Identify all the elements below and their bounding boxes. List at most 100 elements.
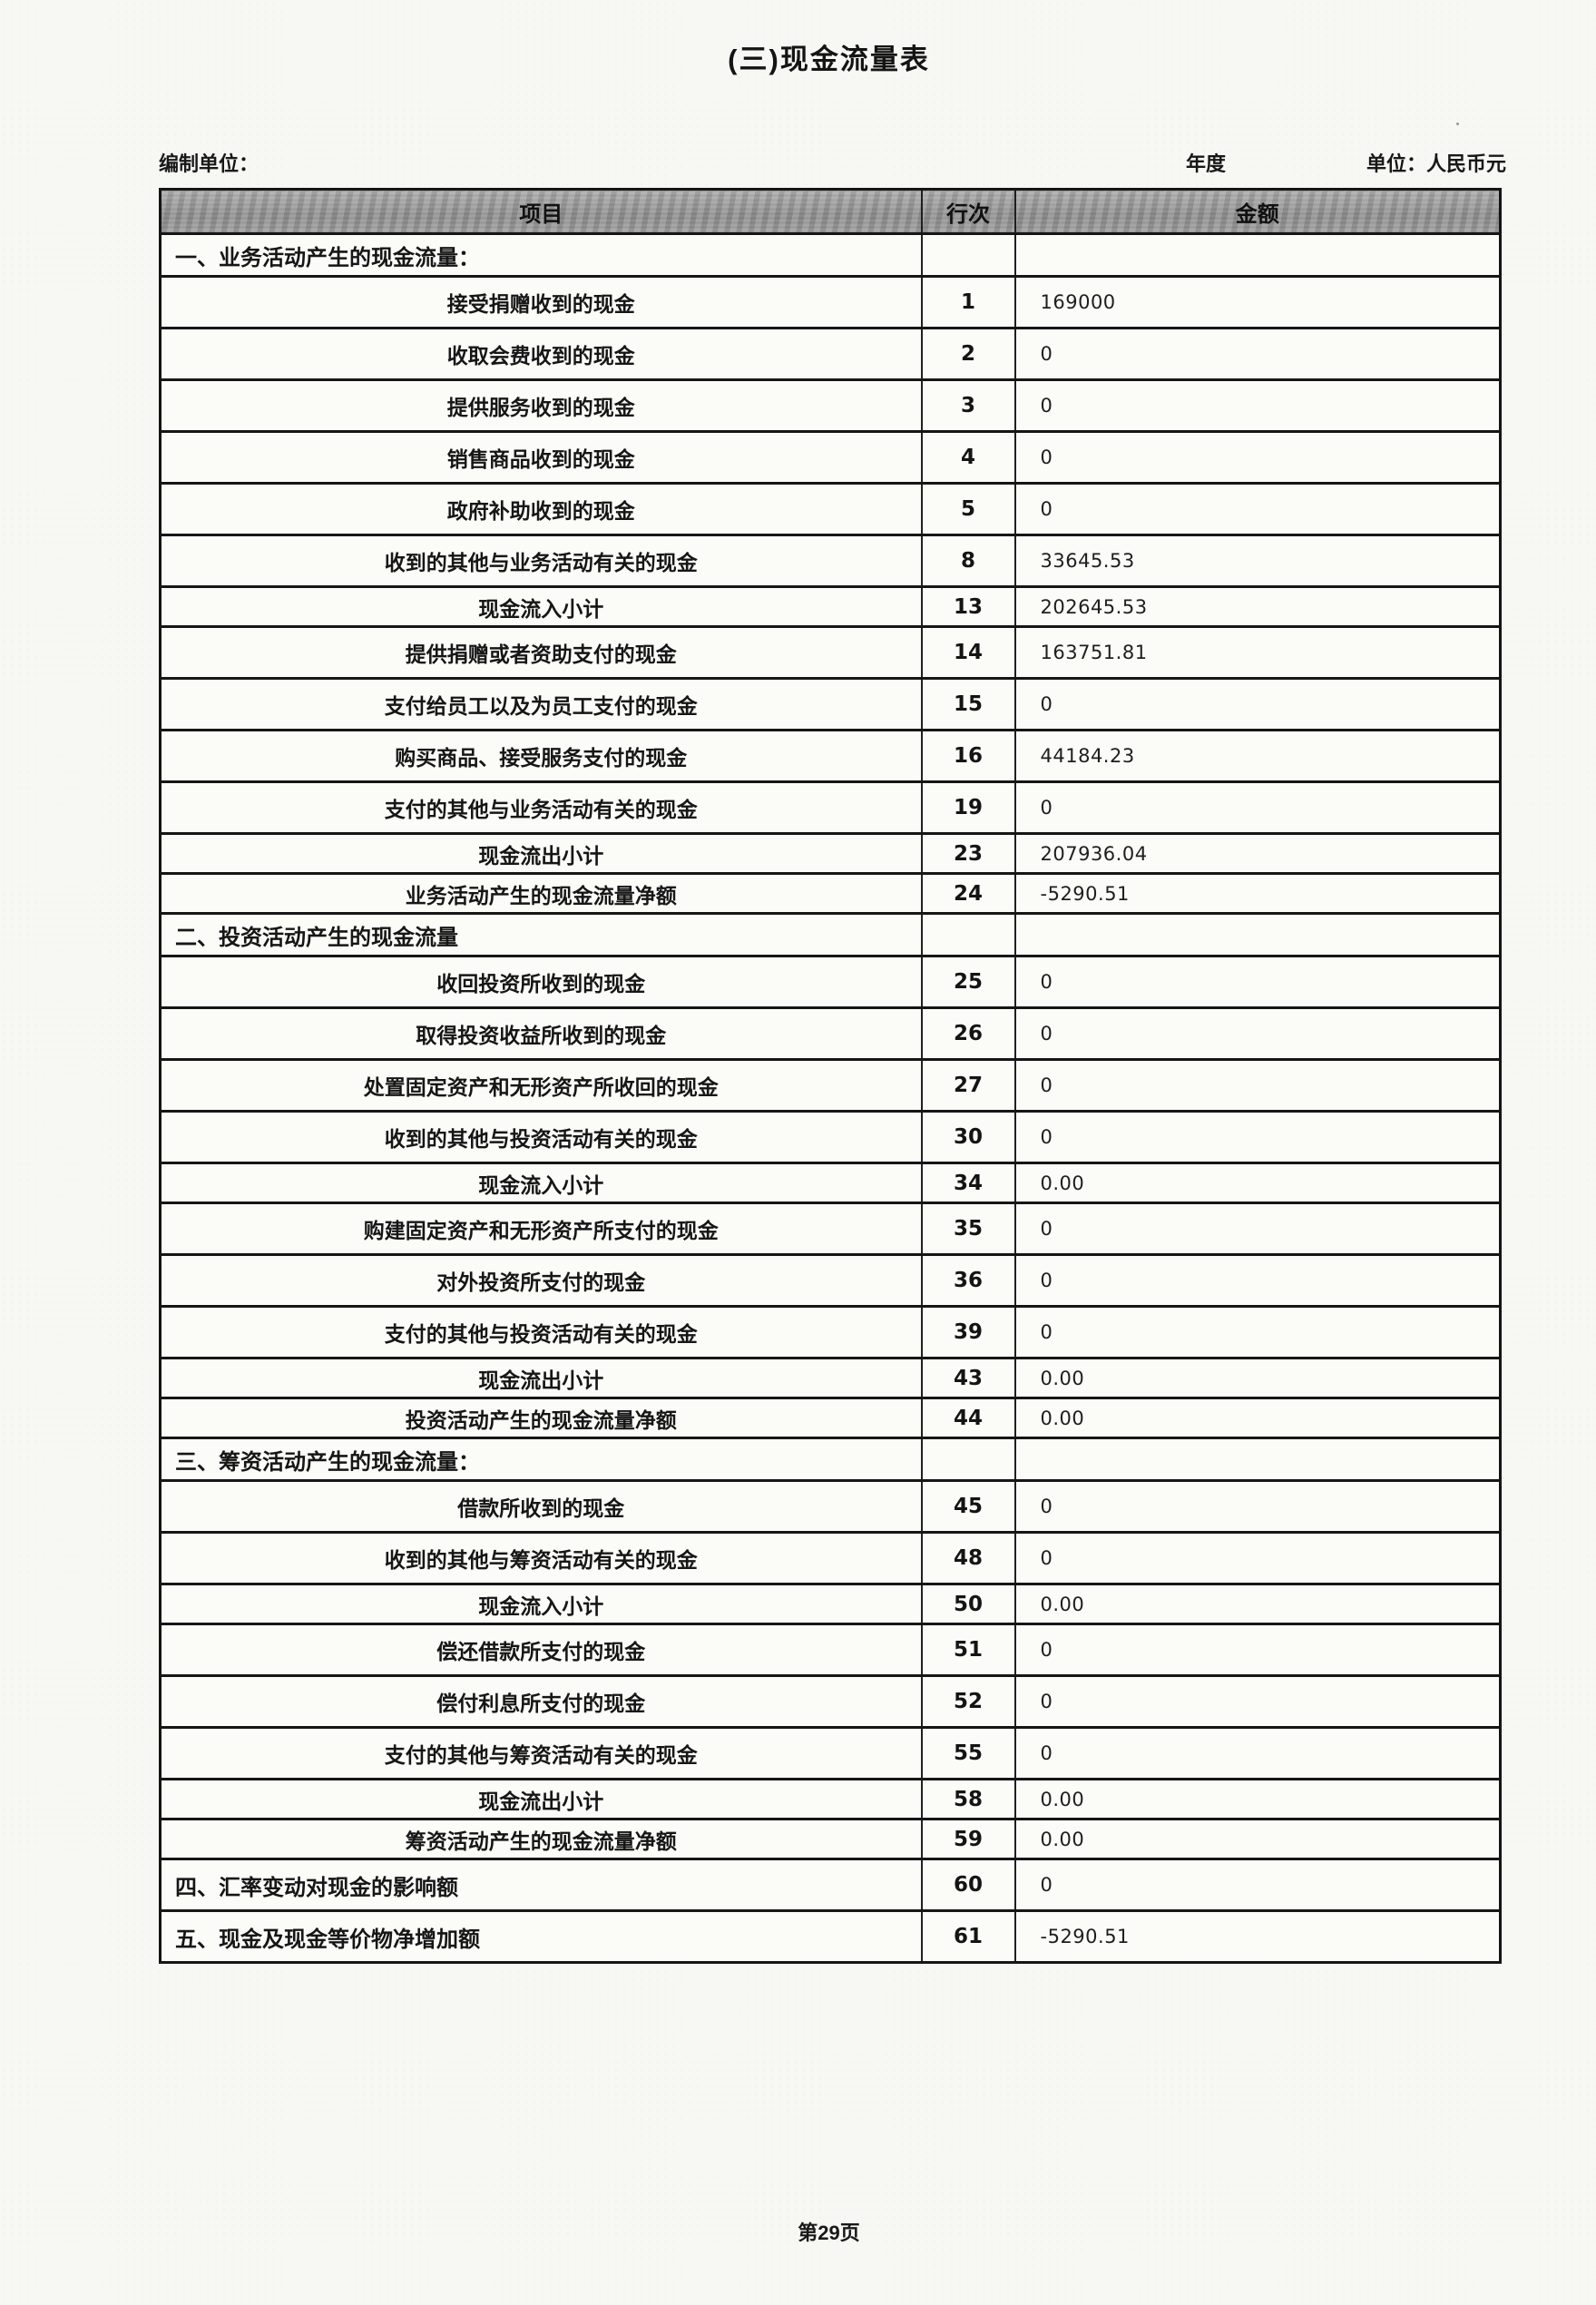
line-no-cell: 16	[920, 729, 1016, 783]
table-row: 收到的其他与投资活动有关的现金 30 0	[159, 1110, 1502, 1164]
item-cell: 取得投资收益所收到的现金	[159, 1006, 923, 1061]
line-no-cell: 48	[920, 1531, 1016, 1585]
prepared-by-label: 编制单位：	[159, 152, 259, 175]
line-no-cell: 36	[920, 1253, 1016, 1308]
amount-cell: 0.00	[1013, 1583, 1502, 1625]
item-cell: 购买商品、接受服务支付的现金	[159, 729, 923, 783]
table-row: 五、现金及现金等价物净增加额 61 -5290.51	[159, 1909, 1502, 1964]
amount-cell: 0	[1013, 1006, 1502, 1061]
item-cell: 筹资活动产生的现金流量净额	[159, 1818, 923, 1860]
line-no-cell: 27	[920, 1058, 1016, 1113]
amount-cell: 0.00	[1013, 1818, 1502, 1860]
table-row: 现金流出小计 23 207936.04	[159, 832, 1502, 875]
amount-cell: 44184.23	[1013, 729, 1502, 783]
table-row: 提供服务收到的现金 3 0	[159, 378, 1502, 433]
amount-cell: 0	[1013, 1202, 1502, 1256]
amount-cell: 0.00	[1013, 1778, 1502, 1820]
amount-cell: -5290.51	[1013, 1909, 1502, 1964]
table-row: 现金流出小计 58 0.00	[159, 1778, 1502, 1820]
table-row: 支付的其他与筹资活动有关的现金 55 0	[159, 1726, 1502, 1780]
table-row: 收到的其他与筹资活动有关的现金 48 0	[159, 1531, 1502, 1585]
section-row: 三、筹资活动产生的现金流量：	[159, 1437, 1502, 1482]
table-row: 取得投资收益所收到的现金 26 0	[159, 1006, 1502, 1061]
table-row: 筹资活动产生的现金流量净额 59 0.00	[159, 1818, 1502, 1860]
line-no-cell: 1	[920, 275, 1016, 329]
line-no-cell: 2	[920, 327, 1016, 381]
table-row: 政府补助收到的现金 5 0	[159, 482, 1502, 536]
line-no-cell: 19	[920, 780, 1016, 835]
table-row: 提供捐赠或者资助支付的现金 14 163751.81	[159, 625, 1502, 680]
line-no-cell	[920, 912, 1016, 957]
year-label: 年度	[1186, 152, 1227, 175]
line-no-cell: 43	[920, 1357, 1016, 1399]
amount-cell: 0	[1013, 378, 1502, 433]
table-row: 收回投资所收到的现金 25 0	[159, 955, 1502, 1009]
scan-speck	[1456, 123, 1459, 125]
table-row: 销售商品收到的现金 4 0	[159, 430, 1502, 485]
amount-cell: 0.00	[1013, 1357, 1502, 1399]
item-cell: 四、汇率变动对现金的影响额	[159, 1858, 923, 1912]
table-row: 处置固定资产和无形资产所收回的现金 27 0	[159, 1058, 1502, 1113]
item-cell: 五、现金及现金等价物净增加额	[159, 1909, 923, 1964]
table-body: 一、业务活动产生的现金流量： 接受捐赠收到的现金 1 169000 收取会费收到的现金 2…	[159, 232, 1502, 1964]
item-cell: 支付的其他与业务活动有关的现金	[159, 780, 923, 835]
item-cell: 三、筹资活动产生的现金流量：	[159, 1437, 923, 1482]
page-number: 第29页	[798, 2222, 860, 2244]
table-row: 接受捐赠收到的现金 1 169000	[159, 275, 1502, 329]
line-no-cell: 55	[920, 1726, 1016, 1780]
item-cell: 支付的其他与投资活动有关的现金	[159, 1305, 923, 1359]
item-cell: 投资活动产生的现金流量净额	[159, 1397, 923, 1439]
line-no-cell: 50	[920, 1583, 1016, 1625]
column-header-item: 项目	[159, 188, 923, 235]
table-row: 购建固定资产和无形资产所支付的现金 35 0	[159, 1202, 1502, 1256]
item-cell: 现金流入小计	[159, 1583, 923, 1625]
item-cell: 收到的其他与筹资活动有关的现金	[159, 1531, 923, 1585]
section-row: 一、业务活动产生的现金流量：	[159, 232, 1502, 278]
amount-cell: 0	[1013, 780, 1502, 835]
amount-cell: 202645.53	[1013, 585, 1502, 628]
table-row: 对外投资所支付的现金 36 0	[159, 1253, 1502, 1308]
amount-cell: 0	[1013, 677, 1502, 731]
amount-cell: 0.00	[1013, 1397, 1502, 1439]
line-no-cell: 52	[920, 1674, 1016, 1729]
amount-cell: 33645.53	[1013, 534, 1502, 588]
line-no-cell: 61	[920, 1909, 1016, 1964]
page-title: (三)现金流量表	[728, 44, 930, 75]
table-row: 借款所收到的现金 45 0	[159, 1479, 1502, 1534]
table-row: 投资活动产生的现金流量净额 44 0.00	[159, 1397, 1502, 1439]
line-no-cell: 51	[920, 1623, 1016, 1677]
item-cell: 购建固定资产和无形资产所支付的现金	[159, 1202, 923, 1256]
item-cell: 现金流出小计	[159, 1357, 923, 1399]
item-cell: 二、投资活动产生的现金流量	[159, 912, 923, 957]
meta-row: 编制单位： 年度 单位：人民币元	[159, 148, 1506, 175]
line-no-cell: 15	[920, 677, 1016, 731]
amount-cell: 0	[1013, 482, 1502, 536]
amount-cell	[1013, 1437, 1502, 1482]
item-cell: 对外投资所支付的现金	[159, 1253, 923, 1308]
line-no-cell: 23	[920, 832, 1016, 875]
amount-cell: 0	[1013, 1531, 1502, 1585]
table-row: 支付的其他与投资活动有关的现金 39 0	[159, 1305, 1502, 1359]
line-no-cell: 3	[920, 378, 1016, 433]
amount-cell: 0	[1013, 1623, 1502, 1677]
item-cell: 偿付利息所支付的现金	[159, 1674, 923, 1729]
cash-flow-table: 项目 行次 金额 一、业务活动产生的现金流量： 接受捐赠收到的现金 1 169000 收…	[159, 188, 1502, 1964]
table-row: 收取会费收到的现金 2 0	[159, 327, 1502, 381]
item-cell: 收回投资所收到的现金	[159, 955, 923, 1009]
table-row: 现金流入小计 13 202645.53	[159, 585, 1502, 628]
item-cell: 现金流入小计	[159, 585, 923, 628]
amount-cell: 0	[1013, 1674, 1502, 1729]
line-no-cell: 24	[920, 872, 1016, 915]
item-cell: 支付给员工以及为员工支付的现金	[159, 677, 923, 731]
amount-cell: -5290.51	[1013, 872, 1502, 915]
item-cell: 现金流出小计	[159, 1778, 923, 1820]
amount-cell	[1013, 232, 1502, 278]
table-row: 偿付利息所支付的现金 52 0	[159, 1674, 1502, 1729]
item-cell: 销售商品收到的现金	[159, 430, 923, 485]
table-row: 购买商品、接受服务支付的现金 16 44184.23	[159, 729, 1502, 783]
amount-cell: 207936.04	[1013, 832, 1502, 875]
item-cell: 支付的其他与筹资活动有关的现金	[159, 1726, 923, 1780]
table-row: 现金流入小计 50 0.00	[159, 1583, 1502, 1625]
amount-cell: 0	[1013, 1858, 1502, 1912]
line-no-cell: 8	[920, 534, 1016, 588]
